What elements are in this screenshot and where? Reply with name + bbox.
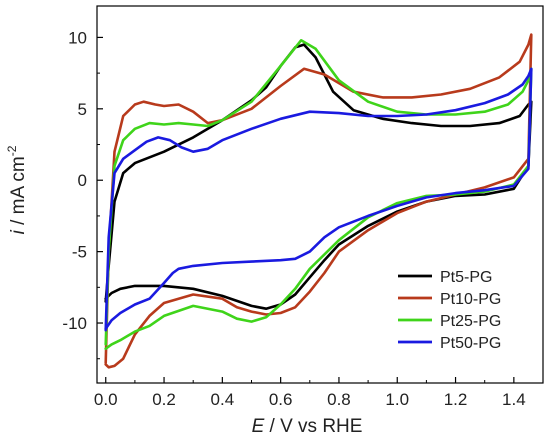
series-line-pt25-pg [104,39,533,350]
y-axis-title-superscript: -2 [5,145,19,156]
x-tick-label: 0.8 [327,390,351,409]
series-layer [104,33,533,369]
x-tick-label: 0.4 [211,390,235,409]
x-tick-label: 1.4 [502,390,526,409]
x-tick-label: 1.0 [385,390,409,409]
x-axis-title-symbol: E [252,416,265,437]
y-axis-title-text: / mA cm [8,156,29,230]
legend-label-pt5-pg: Pt5-PG [440,269,492,286]
x-axis-title-text: / V vs RHE [264,416,362,437]
ticks-layer [97,36,515,383]
x-tick-label: 0.6 [269,390,293,409]
x-tick-label: 1.2 [444,390,468,409]
y-axis-title-symbol: i [8,229,29,234]
y-tick-label: 0 [78,171,87,190]
series-line-pt50-pg [104,67,533,332]
series-line-pt10-pg [104,33,533,369]
legend-label-pt10-pg: Pt10-PG [440,291,501,308]
legend: Pt5-PG Pt10-PG Pt25-PG Pt50-PG [398,269,501,352]
legend-label-pt25-pg: Pt25-PG [440,313,501,330]
y-tick-label: 10 [68,28,87,47]
plot-frame [96,5,544,384]
legend-label-pt50-pg: Pt50-PG [440,335,501,352]
tick-labels-layer: 0.0 0.2 0.4 0.6 0.8 1.0 1.2 1.4 -10 -5 0 5 10 [62,28,525,409]
y-axis-title: i / mA cm-2 [5,145,29,234]
y-tick-label: 5 [78,100,87,119]
x-tick-label: 0.2 [152,390,176,409]
x-axis-title: E / V vs RHE [252,416,363,437]
y-tick-label: -10 [62,314,87,333]
x-tick-label: 0.0 [94,390,118,409]
y-tick-label: -5 [72,243,87,262]
